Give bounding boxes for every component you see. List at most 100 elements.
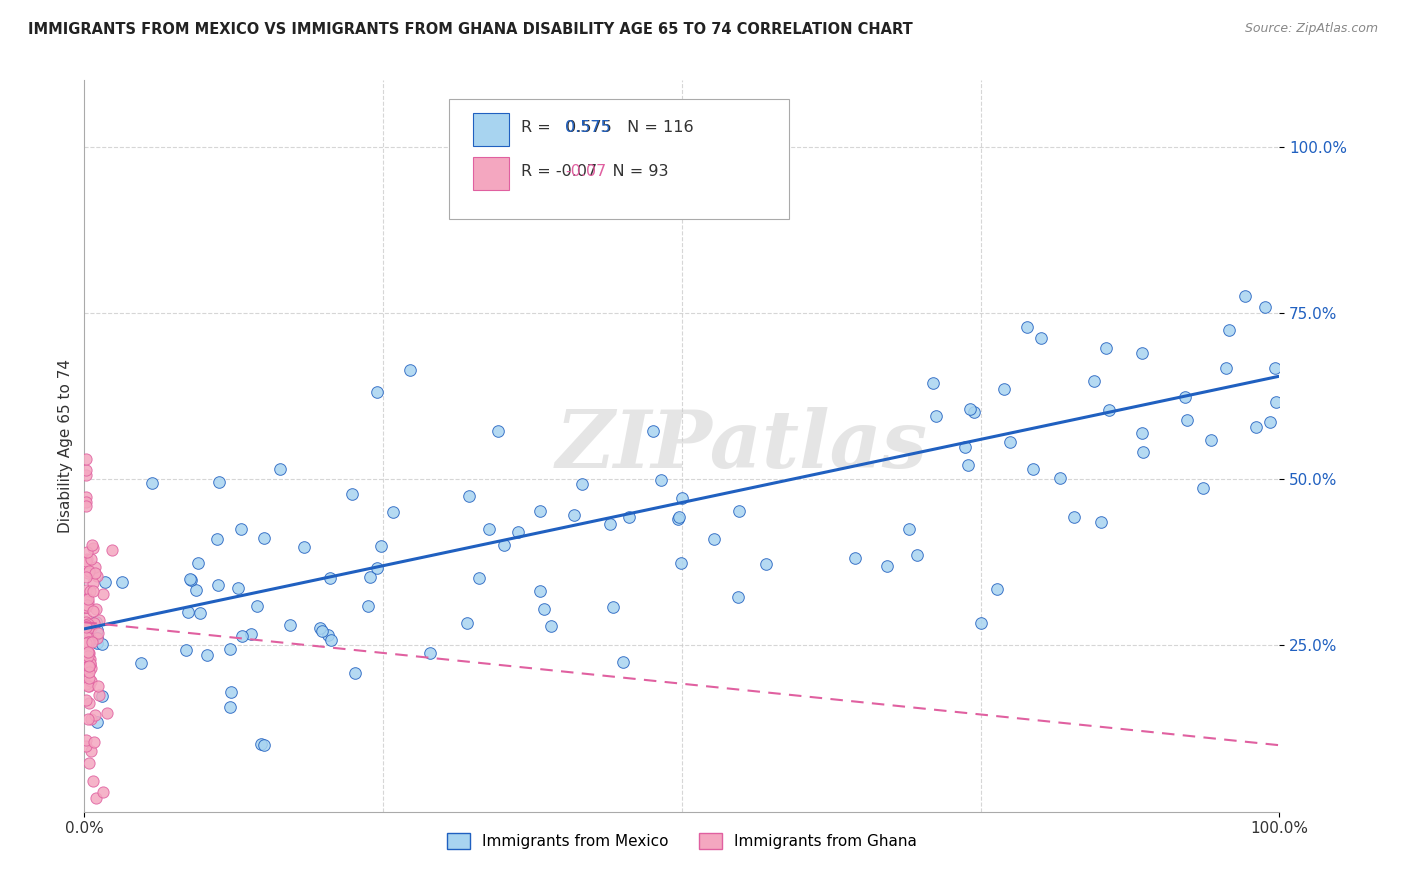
- Point: [86, 569, 108, 583]
- Point: [76, 652, 98, 666]
- Point: [87, 688, 110, 702]
- Point: [174, 643, 197, 657]
- Point: [79, 619, 101, 633]
- Point: [80, 674, 103, 689]
- Point: [76, 566, 98, 581]
- Point: [292, 540, 315, 554]
- Point: [876, 559, 898, 574]
- Point: [77, 665, 100, 679]
- Point: [319, 632, 342, 647]
- Point: [75, 554, 97, 568]
- Point: [226, 581, 249, 595]
- Point: [187, 556, 209, 570]
- Point: [1000, 434, 1022, 449]
- Text: 0.575: 0.575: [565, 120, 610, 136]
- Point: [540, 619, 562, 633]
- Point: [1264, 361, 1286, 376]
- Point: [86, 636, 108, 650]
- Text: -0.07: -0.07: [565, 164, 606, 179]
- Point: [316, 628, 339, 642]
- Point: [986, 582, 1008, 596]
- Point: [89, 613, 111, 627]
- Point: [599, 517, 621, 532]
- Point: [75, 650, 97, 665]
- Point: [91, 689, 114, 703]
- Bar: [472, 157, 509, 190]
- Point: [79, 656, 101, 670]
- Point: [208, 475, 231, 489]
- Point: [83, 735, 105, 749]
- Point: [921, 376, 943, 391]
- Point: [75, 653, 97, 667]
- Point: [357, 599, 380, 614]
- Point: [80, 538, 103, 552]
- Point: [75, 600, 97, 615]
- Text: R =   0.575   N = 116: R = 0.575 N = 116: [520, 120, 693, 136]
- Point: [83, 566, 105, 580]
- Point: [79, 583, 101, 598]
- Point: [253, 532, 276, 546]
- Point: [727, 590, 749, 604]
- Point: [75, 739, 97, 754]
- Point: [75, 467, 97, 482]
- Point: [562, 508, 585, 522]
- Point: [79, 697, 101, 711]
- Point: [280, 617, 302, 632]
- Point: [77, 658, 100, 673]
- Point: [478, 522, 501, 536]
- Point: [309, 621, 332, 635]
- Point: [219, 641, 242, 656]
- Point: [252, 738, 274, 752]
- Point: [84, 602, 107, 616]
- Point: [91, 637, 114, 651]
- Point: [218, 700, 240, 714]
- Point: [529, 584, 551, 599]
- Point: [96, 706, 118, 721]
- Point: [75, 591, 97, 606]
- Point: [844, 550, 866, 565]
- Point: [82, 584, 104, 599]
- Point: [77, 648, 100, 663]
- Point: [755, 557, 778, 571]
- Point: [75, 611, 97, 625]
- Point: [75, 599, 97, 614]
- Point: [533, 602, 555, 616]
- Point: [80, 661, 103, 675]
- Point: [207, 578, 229, 592]
- Point: [382, 505, 405, 519]
- Point: [1254, 301, 1277, 315]
- Point: [492, 538, 515, 552]
- Point: [340, 487, 363, 501]
- Point: [86, 615, 108, 629]
- Point: [1130, 346, 1153, 360]
- Point: [76, 616, 98, 631]
- Point: [602, 599, 624, 614]
- Point: [76, 663, 98, 677]
- Point: [75, 732, 97, 747]
- Text: IMMIGRANTS FROM MEXICO VS IMMIGRANTS FROM GHANA DISABILITY AGE 65 TO 74 CORRELAT: IMMIGRANTS FROM MEXICO VS IMMIGRANTS FRO…: [28, 22, 912, 37]
- Point: [86, 631, 108, 645]
- Point: [246, 599, 269, 613]
- Point: [668, 509, 690, 524]
- Point: [1049, 471, 1071, 485]
- Point: [83, 615, 105, 630]
- Point: [79, 657, 101, 671]
- Point: [184, 582, 207, 597]
- Point: [177, 606, 200, 620]
- Text: ZIPatlas: ZIPatlas: [555, 408, 928, 484]
- Point: [76, 551, 98, 566]
- Point: [311, 624, 333, 638]
- Point: [111, 574, 134, 589]
- Point: [1218, 323, 1240, 337]
- Point: [75, 570, 97, 584]
- Point: [370, 539, 392, 553]
- Point: [75, 556, 97, 570]
- Point: [1063, 510, 1085, 524]
- Point: [179, 572, 201, 586]
- Point: [467, 571, 489, 585]
- Point: [963, 405, 986, 419]
- Point: [77, 671, 100, 685]
- Point: [1083, 374, 1105, 388]
- Point: [77, 645, 100, 659]
- Point: [319, 571, 342, 585]
